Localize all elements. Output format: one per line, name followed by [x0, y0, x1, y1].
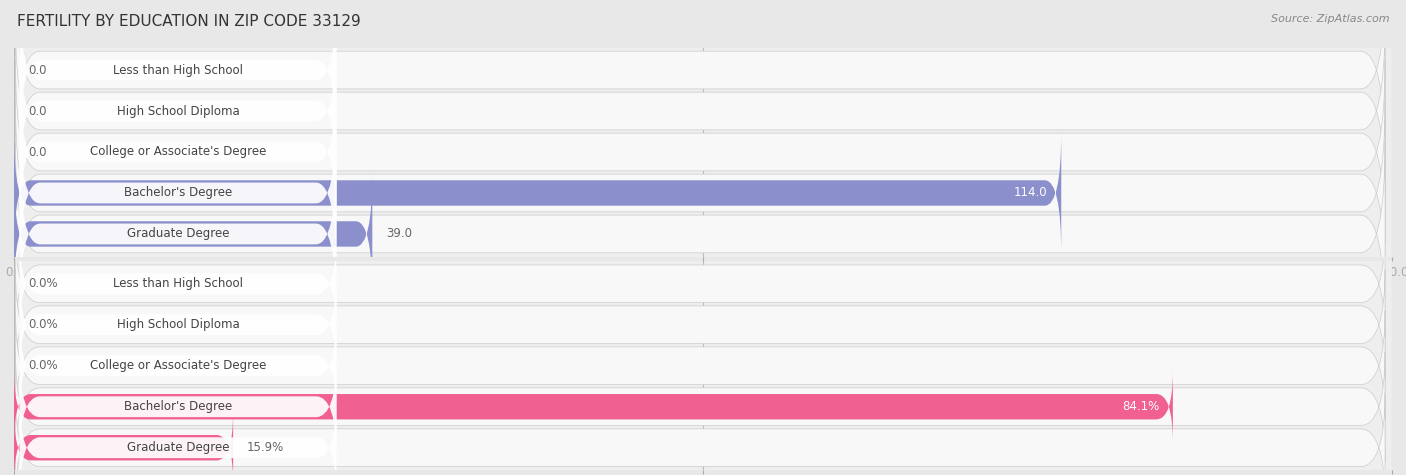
FancyBboxPatch shape: [20, 274, 336, 376]
Text: College or Associate's Degree: College or Associate's Degree: [90, 359, 266, 372]
FancyBboxPatch shape: [15, 393, 1385, 475]
FancyBboxPatch shape: [20, 356, 336, 458]
FancyBboxPatch shape: [15, 270, 1385, 380]
FancyBboxPatch shape: [15, 311, 1385, 421]
Text: 0.0: 0.0: [28, 145, 46, 159]
FancyBboxPatch shape: [20, 0, 336, 152]
FancyBboxPatch shape: [20, 315, 336, 417]
Text: 114.0: 114.0: [1014, 187, 1047, 200]
Text: Less than High School: Less than High School: [112, 277, 243, 290]
FancyBboxPatch shape: [15, 142, 1385, 326]
Text: 0.0: 0.0: [28, 64, 46, 76]
FancyBboxPatch shape: [14, 411, 233, 475]
Text: 84.1%: 84.1%: [1122, 400, 1159, 413]
FancyBboxPatch shape: [15, 60, 1385, 244]
Text: High School Diploma: High School Diploma: [117, 104, 239, 117]
Text: 0.0%: 0.0%: [28, 359, 58, 372]
Text: 15.9%: 15.9%: [247, 441, 284, 454]
Text: Source: ZipAtlas.com: Source: ZipAtlas.com: [1271, 14, 1389, 24]
Text: 0.0%: 0.0%: [28, 318, 58, 331]
Text: 39.0: 39.0: [387, 228, 412, 240]
FancyBboxPatch shape: [20, 397, 336, 475]
FancyBboxPatch shape: [20, 70, 336, 234]
FancyBboxPatch shape: [14, 132, 1062, 254]
FancyBboxPatch shape: [20, 29, 336, 193]
Text: 0.0%: 0.0%: [28, 277, 58, 290]
FancyBboxPatch shape: [15, 229, 1385, 339]
Text: Bachelor's Degree: Bachelor's Degree: [124, 400, 232, 413]
Text: Bachelor's Degree: Bachelor's Degree: [124, 187, 232, 200]
FancyBboxPatch shape: [15, 0, 1385, 162]
Text: Graduate Degree: Graduate Degree: [127, 228, 229, 240]
Text: 0.0: 0.0: [28, 104, 46, 117]
FancyBboxPatch shape: [20, 111, 336, 275]
FancyBboxPatch shape: [20, 233, 336, 335]
Text: FERTILITY BY EDUCATION IN ZIP CODE 33129: FERTILITY BY EDUCATION IN ZIP CODE 33129: [17, 14, 360, 29]
FancyBboxPatch shape: [15, 19, 1385, 203]
FancyBboxPatch shape: [14, 370, 1173, 443]
Text: High School Diploma: High School Diploma: [117, 318, 239, 331]
FancyBboxPatch shape: [20, 152, 336, 316]
Text: Graduate Degree: Graduate Degree: [127, 441, 229, 454]
Text: College or Associate's Degree: College or Associate's Degree: [90, 145, 266, 159]
FancyBboxPatch shape: [15, 101, 1385, 285]
FancyBboxPatch shape: [15, 352, 1385, 462]
Text: Less than High School: Less than High School: [112, 64, 243, 76]
FancyBboxPatch shape: [14, 173, 373, 295]
